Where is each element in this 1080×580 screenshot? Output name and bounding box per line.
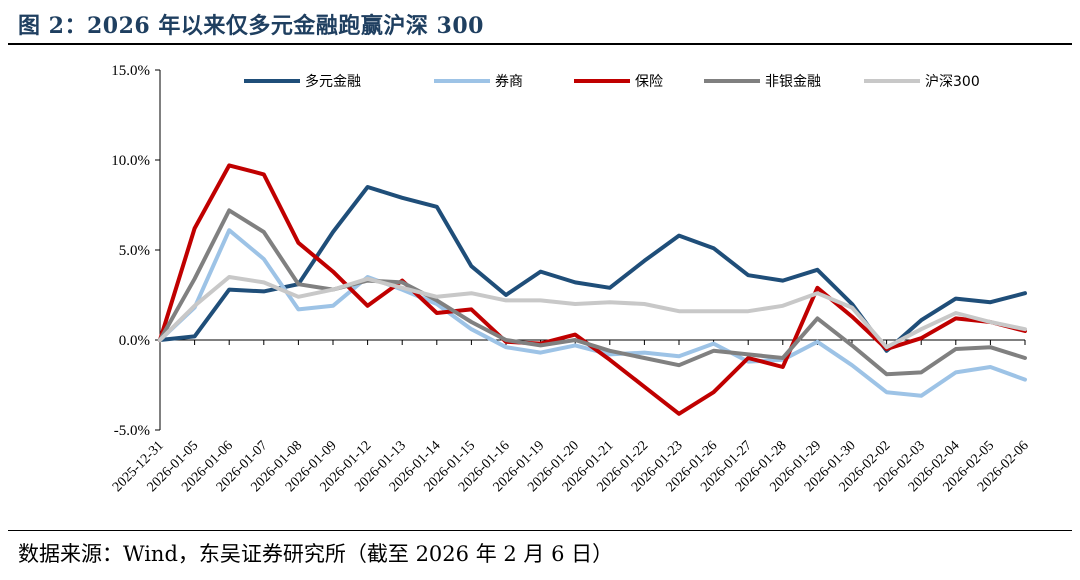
chart-series — [158, 163, 1027, 416]
top-divider — [8, 43, 1072, 45]
legend-label-1: 多元金融 — [305, 73, 361, 90]
y-tick-label: 0.0% — [119, 333, 150, 349]
legend-label-5: 沪深300 — [925, 74, 980, 90]
series-line-4 — [158, 208, 1027, 377]
line-chart: -5.0%0.0%5.0%10.0%15.0%2025-12-312026-01… — [110, 63, 1032, 495]
series-line-5 — [158, 275, 1027, 350]
data-source-note: 数据来源：Wind，东吴证券研究所（截至 2026 年 2 月 6 日） — [18, 542, 614, 566]
legend-label-2: 券商 — [495, 74, 523, 90]
legend-label-3: 保险 — [635, 74, 663, 90]
y-tick-label: 10.0% — [111, 153, 150, 169]
chart-title: 图 2：2026 年以来仅多元金融跑赢沪深 300 — [18, 13, 484, 39]
bottom-divider — [8, 530, 1072, 531]
chart-legend: 多元金融 券商 保险 非银金融 沪深300 — [244, 73, 980, 90]
series-line-3 — [158, 163, 1027, 416]
y-tick-label: 5.0% — [119, 243, 150, 259]
y-tick-label: -5.0% — [114, 423, 150, 439]
legend-label-4: 非银金融 — [765, 74, 821, 90]
y-tick-label: 15.0% — [111, 63, 150, 79]
series-line-2 — [158, 228, 1027, 398]
